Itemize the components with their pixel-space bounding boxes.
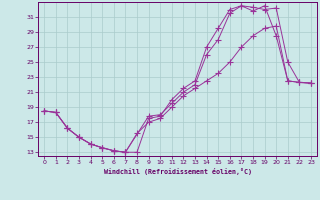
X-axis label: Windchill (Refroidissement éolien,°C): Windchill (Refroidissement éolien,°C)	[104, 168, 252, 175]
